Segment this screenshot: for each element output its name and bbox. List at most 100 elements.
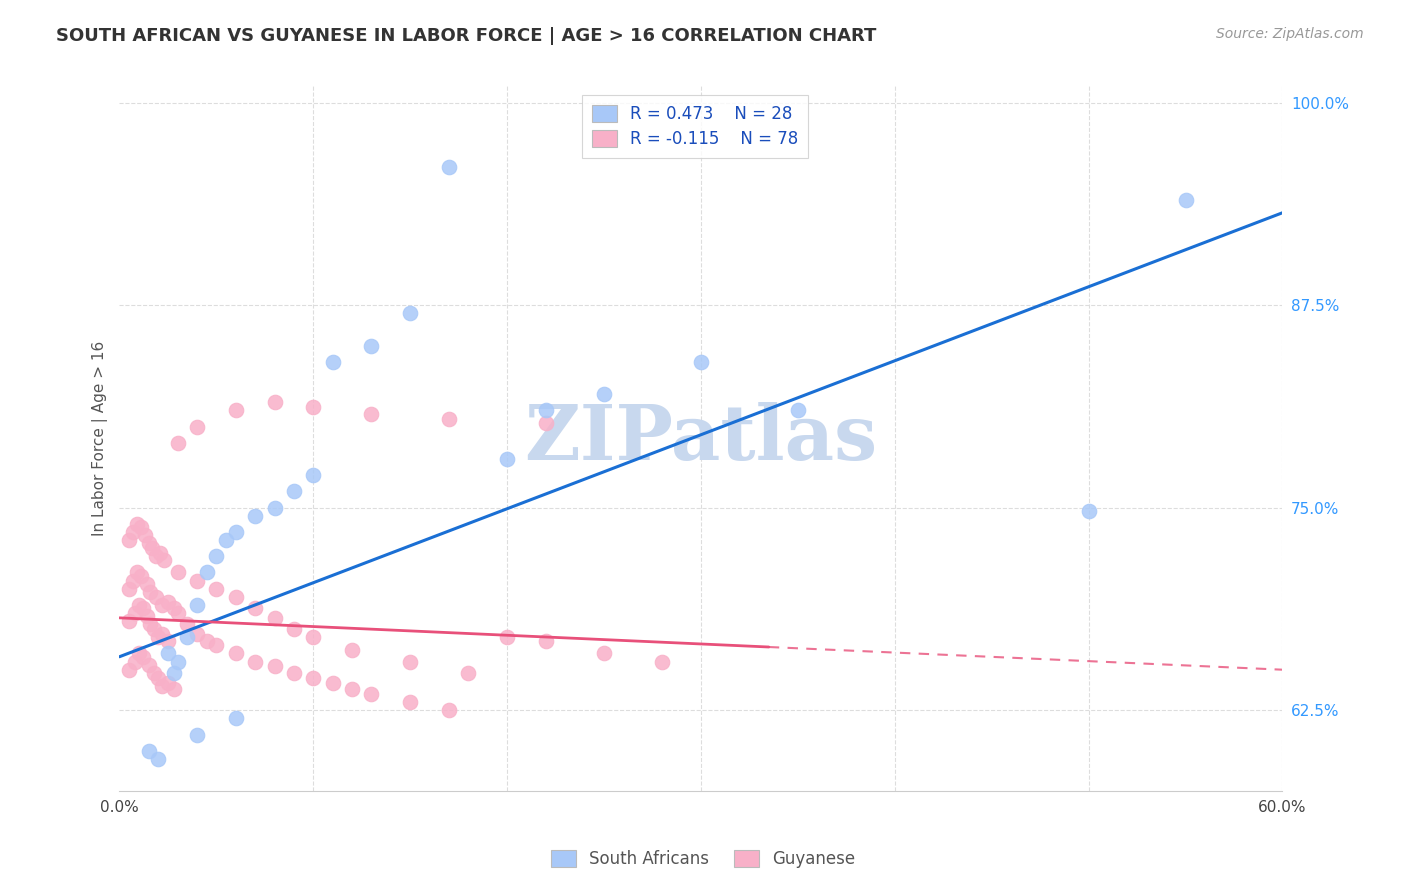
Point [263, 395, 285, 409]
Point [138, 744, 160, 758]
Point [225, 711, 247, 725]
Point [1077, 504, 1099, 518]
Point [215, 533, 238, 547]
Point [534, 417, 557, 431]
Point [322, 675, 344, 690]
Point [131, 649, 153, 664]
Point [399, 306, 422, 320]
Point [593, 387, 616, 401]
Point [138, 536, 160, 550]
Point [153, 552, 176, 566]
Point [302, 630, 325, 644]
Point [243, 601, 266, 615]
Legend: R = 0.473    N = 28, R = -0.115    N = 78: R = 0.473 N = 28, R = -0.115 N = 78 [582, 95, 808, 158]
Point [651, 655, 673, 669]
Point [134, 528, 156, 542]
Point [225, 647, 247, 661]
Point [437, 161, 460, 175]
Point [225, 403, 247, 417]
Point [302, 671, 325, 685]
Point [156, 594, 179, 608]
Point [129, 520, 152, 534]
Point [225, 590, 247, 604]
Point [243, 508, 266, 523]
Point [156, 633, 179, 648]
Point [135, 577, 157, 591]
Point [131, 601, 153, 615]
Point [534, 403, 557, 417]
Point [148, 752, 170, 766]
Point [125, 566, 148, 580]
Point [593, 647, 616, 661]
Point [118, 663, 141, 677]
Point [143, 622, 166, 636]
Point [195, 566, 218, 580]
Point [360, 687, 382, 701]
Point [243, 655, 266, 669]
Point [283, 622, 305, 636]
Point [186, 598, 208, 612]
Point [124, 655, 146, 669]
Point [128, 598, 150, 612]
Point [340, 682, 363, 697]
Point [139, 585, 162, 599]
Point [150, 679, 173, 693]
Point [437, 411, 460, 425]
Point [186, 727, 208, 741]
Point [195, 633, 218, 648]
Point [399, 655, 422, 669]
Point [125, 516, 148, 531]
Point [135, 609, 157, 624]
Point [148, 671, 170, 685]
Point [150, 598, 173, 612]
Legend: South Africans, Guyanese: South Africans, Guyanese [544, 843, 862, 875]
Point [166, 655, 188, 669]
Point [225, 524, 247, 539]
Point [786, 403, 808, 417]
Point [122, 574, 145, 588]
Point [263, 611, 285, 625]
Point [156, 647, 179, 661]
Point [118, 533, 141, 547]
Point [186, 574, 208, 588]
Point [263, 659, 285, 673]
Point [149, 546, 172, 560]
Point [145, 549, 167, 564]
Point [205, 549, 228, 564]
Point [118, 614, 141, 628]
Point [322, 355, 344, 369]
Point [150, 627, 173, 641]
Y-axis label: In Labor Force | Age > 16: In Labor Force | Age > 16 [93, 341, 108, 536]
Text: SOUTH AFRICAN VS GUYANESE IN LABOR FORCE | AGE > 16 CORRELATION CHART: SOUTH AFRICAN VS GUYANESE IN LABOR FORCE… [56, 27, 876, 45]
Point [124, 606, 146, 620]
Point [118, 582, 141, 596]
Point [166, 566, 188, 580]
Point [302, 400, 325, 414]
Point [360, 338, 382, 352]
Point [163, 665, 186, 680]
Point [145, 590, 167, 604]
Point [690, 355, 713, 369]
Text: Source: ZipAtlas.com: Source: ZipAtlas.com [1216, 27, 1364, 41]
Point [128, 647, 150, 661]
Point [283, 665, 305, 680]
Point [496, 630, 519, 644]
Point [340, 643, 363, 657]
Point [141, 541, 163, 556]
Point [437, 703, 460, 717]
Point [1174, 193, 1197, 207]
Point [360, 407, 382, 421]
Point [163, 682, 186, 697]
Point [176, 617, 198, 632]
Point [457, 665, 479, 680]
Point [534, 633, 557, 648]
Point [205, 582, 228, 596]
Point [263, 500, 285, 515]
Point [166, 606, 188, 620]
Point [143, 665, 166, 680]
Point [205, 639, 228, 653]
Point [163, 601, 186, 615]
Point [186, 419, 208, 434]
Point [176, 630, 198, 644]
Point [139, 617, 162, 632]
